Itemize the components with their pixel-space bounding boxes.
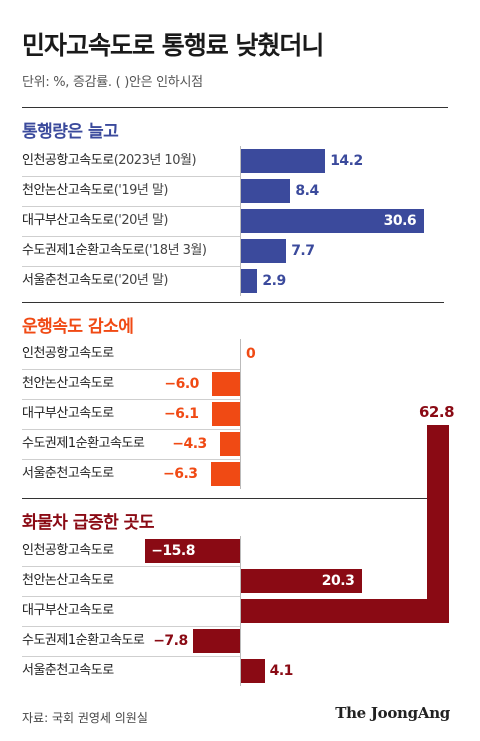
- row-separator: [22, 369, 240, 370]
- road-name: 서울춘천고속도로: [22, 663, 114, 678]
- cut-date-note: ('20년 말): [113, 213, 169, 228]
- row-separator: [22, 236, 240, 237]
- road-name: 수도권제1순환고속도로: [22, 436, 145, 451]
- row-label: 인천공항고속도로: [22, 342, 114, 366]
- data-label: 2.9: [262, 273, 286, 289]
- row-label: 서울춘천고속도로: [22, 659, 114, 683]
- chart-title: 민자고속도로 통행료 낮췄더니: [22, 31, 324, 60]
- row-separator: [22, 206, 240, 207]
- road-name: 수도권제1순환고속도로: [22, 243, 145, 258]
- cut-date-note: ('18년 3월): [144, 243, 207, 258]
- zero-axis: [240, 536, 241, 686]
- row-separator: [22, 176, 240, 177]
- row-separator: [22, 266, 240, 267]
- section-divider-3: [22, 498, 444, 499]
- data-label: 20.3: [321, 573, 355, 589]
- row-separator: [22, 566, 240, 567]
- road-name: 서울춘천고속도로: [22, 466, 114, 481]
- road-name: 인천공항고속도로: [22, 346, 114, 361]
- data-label: −6.3: [163, 466, 198, 482]
- data-label: 14.2: [330, 153, 363, 169]
- row-separator: [22, 459, 240, 460]
- row-label: 수도권제1순환고속도로: [22, 432, 145, 456]
- bar: [240, 209, 424, 233]
- unit-note: 단위: %, 증감률. ( )안은 인하시점: [22, 75, 203, 90]
- road-name: 대구부산고속도로: [22, 603, 114, 618]
- road-name: 인천공항고속도로: [22, 153, 114, 168]
- bar: [220, 432, 240, 456]
- data-label: −15.8: [151, 543, 195, 559]
- row-label: 대구부산고속도로: [22, 599, 114, 623]
- row-label: 서울춘천고속도로: [22, 462, 114, 486]
- bar: [240, 659, 265, 683]
- cut-date-note: ('19년 말): [113, 183, 169, 198]
- bar: [145, 539, 240, 563]
- data-label: −7.8: [153, 633, 188, 649]
- row-label: 천안논산고속도로('19년 말): [22, 179, 169, 203]
- road-name: 천안논산고속도로: [22, 573, 114, 588]
- bar: [240, 599, 449, 623]
- row-separator: [22, 656, 240, 657]
- publisher-logo: The JoongAng: [335, 704, 450, 722]
- zero-axis: [240, 146, 241, 296]
- road-name: 천안논산고속도로: [22, 183, 114, 198]
- row-label: 천안논산고속도로: [22, 372, 114, 396]
- bar: [240, 239, 287, 263]
- bar: [240, 149, 326, 173]
- row-label: 수도권제1순환고속도로: [22, 629, 145, 653]
- section-divider-2: [22, 302, 444, 303]
- data-label: −6.0: [164, 376, 199, 392]
- bar-column: [427, 425, 449, 599]
- section-title-1: 통행량은 늘고: [22, 122, 119, 142]
- row-separator: [22, 429, 240, 430]
- section-title-3: 화물차 급증한 곳도: [22, 513, 154, 533]
- row-label: 서울춘천고속도로('20년 말): [22, 269, 169, 293]
- data-label: 7.7: [291, 243, 315, 259]
- cut-date-note: ('20년 말): [113, 273, 169, 288]
- row-label: 수도권제1순환고속도로('18년 3월): [22, 239, 207, 263]
- row-label: 천안논산고속도로: [22, 569, 114, 593]
- data-label: 8.4: [295, 183, 319, 199]
- bar: [240, 569, 362, 593]
- row-label: 인천공항고속도로(2023년 10월): [22, 149, 197, 173]
- zero-axis: [240, 339, 241, 489]
- data-label: 0: [246, 346, 256, 362]
- data-label: 62.8: [419, 403, 455, 421]
- bar: [240, 179, 291, 203]
- bar: [193, 629, 240, 653]
- section-title-2: 운행속도 감소에: [22, 317, 134, 337]
- section-divider-1: [22, 107, 448, 108]
- road-name: 대구부산고속도로: [22, 213, 114, 228]
- row-label: 인천공항고속도로: [22, 539, 114, 563]
- source-note: 자료: 국회 권영세 의원실: [22, 711, 148, 725]
- data-label: 30.6: [383, 213, 417, 229]
- bar: [212, 372, 240, 396]
- bar: [240, 269, 258, 293]
- row-label: 대구부산고속도로('20년 말): [22, 209, 169, 233]
- road-name: 서울춘천고속도로: [22, 273, 114, 288]
- data-label: −6.1: [163, 406, 199, 422]
- data-label: −4.3: [172, 436, 207, 452]
- road-name: 수도권제1순환고속도로: [22, 633, 145, 648]
- data-label: 4.1: [269, 663, 294, 679]
- row-separator: [22, 399, 240, 400]
- bar: [211, 462, 240, 486]
- bar: [211, 402, 240, 426]
- road-name: 천안논산고속도로: [22, 376, 114, 391]
- cut-date-note: (2023년 10월): [113, 153, 197, 168]
- road-name: 인천공항고속도로: [22, 543, 114, 558]
- row-label: 대구부산고속도로: [22, 402, 114, 426]
- row-separator: [22, 596, 240, 597]
- row-separator: [22, 626, 240, 627]
- road-name: 대구부산고속도로: [22, 406, 114, 421]
